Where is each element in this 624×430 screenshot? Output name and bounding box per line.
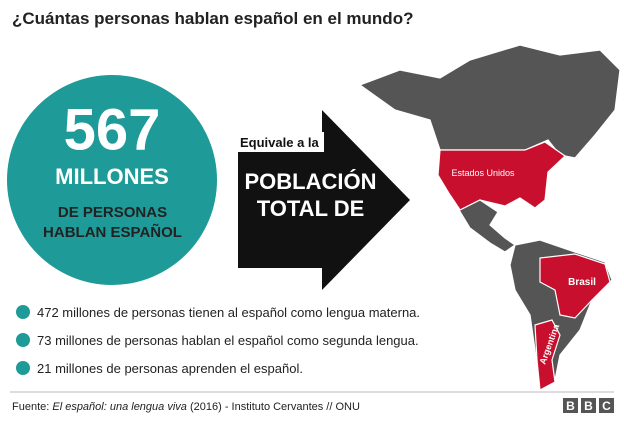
title: ¿Cuántas personas hablan español en el m… [12, 9, 413, 28]
caption: DE PERSONAS HABLAN ESPAÑOL [43, 204, 182, 241]
arrow [238, 110, 410, 290]
intro-bg [232, 132, 324, 152]
big-number: 567 [64, 97, 161, 162]
logo-letter: C [602, 399, 611, 413]
map-label: Brasil [568, 277, 596, 288]
logo-box [563, 398, 578, 413]
argentina [534, 319, 561, 391]
arrow-text-box: POBLACIÓN TOTAL DE [244, 169, 377, 221]
stat-circle [7, 75, 217, 285]
map-label: Estados Unidos [451, 168, 515, 178]
caption-box: DE PERSONAS HABLAN ESPAÑOL [43, 204, 182, 241]
logo-letter: B [566, 399, 575, 413]
bullet-dot [16, 333, 30, 347]
bullet: 21 millones de personas aprenden el espa… [37, 361, 303, 376]
bullet-dot [16, 361, 30, 375]
logo-letter: B [584, 399, 593, 413]
footer-prefix: Fuente: [12, 401, 52, 413]
bullet-dot [16, 305, 30, 319]
mexico [449, 194, 517, 253]
logo-box [581, 398, 596, 413]
bullet: 472 millones de personas tienen al españ… [37, 305, 420, 320]
brazil [539, 253, 611, 319]
footer-title: El español: una lengua viva [52, 401, 187, 413]
footer-source: Fuente: El español: una lengua viva (201… [12, 401, 360, 413]
bullet: 73 millones de personas hablan el españo… [37, 333, 419, 348]
footer-suffix: (2016) - Instituto Cervantes // ONU [187, 401, 360, 413]
logo-box [599, 398, 614, 413]
map [358, 44, 621, 392]
arrow-text: POBLACIÓN TOTAL DE [244, 169, 377, 221]
arrow-intro: Equivale a la [240, 135, 320, 150]
unit: MILLONES [55, 164, 169, 189]
